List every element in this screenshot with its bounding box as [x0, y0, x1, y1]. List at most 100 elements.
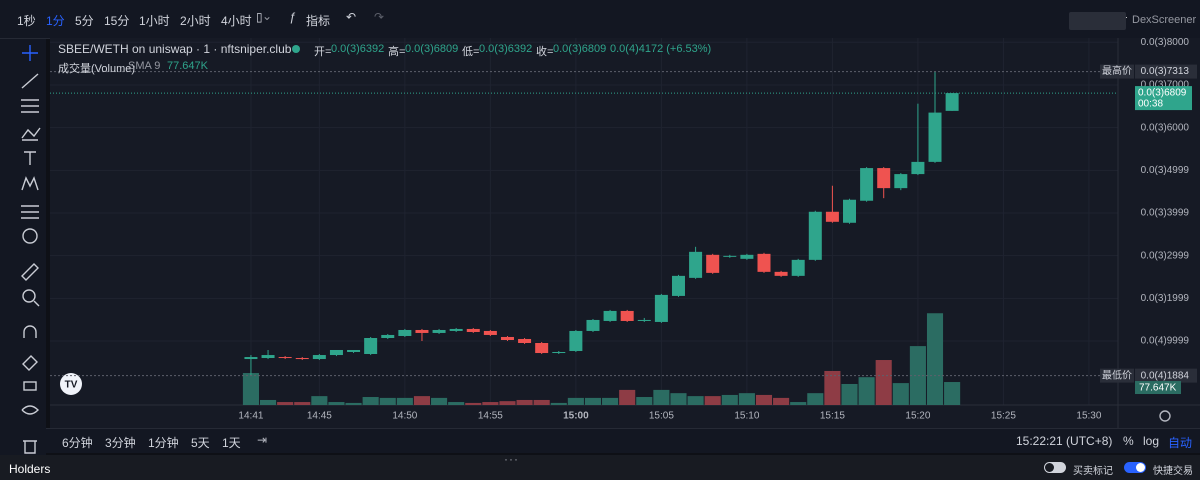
redo: ↷	[374, 10, 385, 24]
percent-button[interactable]: %	[1123, 434, 1134, 448]
candle-body	[449, 328, 463, 331]
ohlc-value: 0.0(3)6809	[553, 43, 607, 55]
range-button[interactable]: 5天	[191, 436, 210, 450]
interval-button[interactable]: 4小时	[221, 14, 252, 28]
range-button[interactable]: 3分钟	[105, 436, 136, 450]
candle-body	[911, 161, 925, 175]
source-button[interactable]: DexScreener	[1132, 14, 1197, 26]
y-tick-label: 0.0(3)1999	[1141, 293, 1190, 304]
badge-value: 0.0(4)1884	[1141, 370, 1190, 381]
candle-body	[791, 259, 805, 276]
volume-bar	[858, 377, 875, 405]
volume-bar	[277, 402, 294, 405]
x-tick-label: 14:45	[307, 411, 332, 422]
volume-bar	[294, 402, 311, 405]
x-tick-label: 14:55	[478, 411, 503, 422]
y-tick-label: 0.0(4)9999	[1141, 336, 1190, 347]
drag-handle: ···	[504, 452, 519, 466]
volume-bar	[431, 397, 448, 405]
candle-body	[329, 349, 343, 356]
volume-bar	[413, 396, 431, 405]
volume-bar	[807, 393, 824, 405]
volume-bar	[721, 394, 738, 405]
interval-button[interactable]: 5分	[75, 14, 94, 28]
toggle-label: 快捷交易	[1153, 466, 1193, 477]
candle-body	[843, 199, 857, 223]
goto-icon: ⇥	[257, 433, 268, 447]
candle-body	[586, 319, 600, 331]
candle-body	[706, 254, 720, 273]
y-tick-label: 0.0(3)7000	[1141, 80, 1190, 91]
left-toolbar	[0, 39, 46, 455]
volume-bar	[892, 383, 909, 405]
candle-body	[569, 330, 583, 352]
volume-bar	[755, 394, 773, 405]
volume-bar	[379, 397, 396, 405]
volume-bar	[909, 346, 926, 405]
holders-tab[interactable]: Holders	[9, 462, 51, 476]
volume-bar	[738, 393, 755, 405]
interval-button[interactable]: 1分	[46, 14, 65, 28]
candle-body	[518, 338, 532, 343]
volume-bar	[687, 396, 704, 405]
active-source[interactable]	[1069, 12, 1126, 30]
volume-badge	[1135, 381, 1181, 395]
toggle[interactable]	[1044, 462, 1066, 473]
range-button[interactable]: 6分钟	[62, 436, 93, 450]
volume-bar	[499, 401, 516, 405]
interval-button[interactable]: 2小时	[180, 14, 211, 28]
y-tick-label: 0.0(3)3999	[1141, 208, 1190, 219]
candle-body	[723, 255, 737, 257]
x-tick-label: 15:10	[734, 411, 759, 422]
indicators-button[interactable]: 指标	[306, 14, 331, 28]
svg-text:TV: TV	[65, 380, 78, 391]
toggle[interactable]	[1124, 462, 1146, 473]
volume-bar	[362, 397, 379, 405]
interval-button[interactable]: 15分	[104, 14, 130, 28]
candle-body	[398, 329, 412, 336]
footer: Holders ··· 买卖标记 快捷交易	[0, 452, 1200, 480]
live-dot	[292, 45, 300, 53]
interval-button[interactable]: 1秒	[17, 14, 36, 28]
candle-body	[432, 329, 446, 333]
change: 0.0(4)4172 (+6.53%)	[610, 43, 712, 55]
settings-icon	[1159, 410, 1171, 422]
volume-sma: SMA 9	[128, 60, 161, 72]
volume-badge-value: 77.647K	[1139, 383, 1177, 394]
log-button[interactable]: log	[1143, 434, 1160, 448]
candle-body	[483, 330, 497, 335]
y-tick-label: 0.0(3)6000	[1141, 122, 1190, 133]
interval-button[interactable]: 1小时	[139, 14, 170, 28]
ohlc-value: 0.0(3)6392	[479, 43, 533, 55]
volume-bar	[516, 399, 533, 405]
auto-button[interactable]: 自动	[1168, 436, 1193, 450]
x-tick-label: 14:41	[238, 411, 263, 422]
candle-body	[689, 251, 703, 278]
range-button[interactable]: 1天	[222, 436, 241, 450]
volume-bar	[259, 399, 277, 405]
badge	[1135, 64, 1197, 79]
volume-bar	[396, 397, 413, 405]
candle-body	[894, 174, 908, 189]
candle-body	[757, 253, 771, 272]
candle-icon: ▯	[256, 10, 263, 24]
volume-bar	[311, 396, 328, 405]
y-tick-label: 0.0(3)8000	[1141, 37, 1190, 48]
toggle-knob	[1136, 463, 1145, 472]
volume-bar	[448, 402, 465, 405]
candle-body	[774, 271, 788, 276]
volume-value: 77.647K	[167, 60, 208, 72]
badge-label: 最低价	[1102, 368, 1132, 381]
volume-bar	[636, 397, 653, 405]
volume-bar	[242, 373, 259, 405]
range-button[interactable]: 1分钟	[148, 436, 179, 450]
symbol: SBEE/WETH on uniswap · 1 · nftsniper.clu…	[58, 42, 292, 56]
ohlc-label: 高=	[388, 46, 406, 58]
fx-icon: ƒ	[289, 10, 296, 24]
volume-bar	[345, 402, 362, 405]
chart-area: TV 0.0(3)8000 0.0(3)7000 0.0(3)6000 0.0(3)4…	[0, 12, 1200, 455]
candle-body	[671, 275, 685, 296]
candle-body	[364, 338, 378, 355]
candle-body	[500, 336, 514, 341]
volume-bar	[790, 402, 807, 405]
